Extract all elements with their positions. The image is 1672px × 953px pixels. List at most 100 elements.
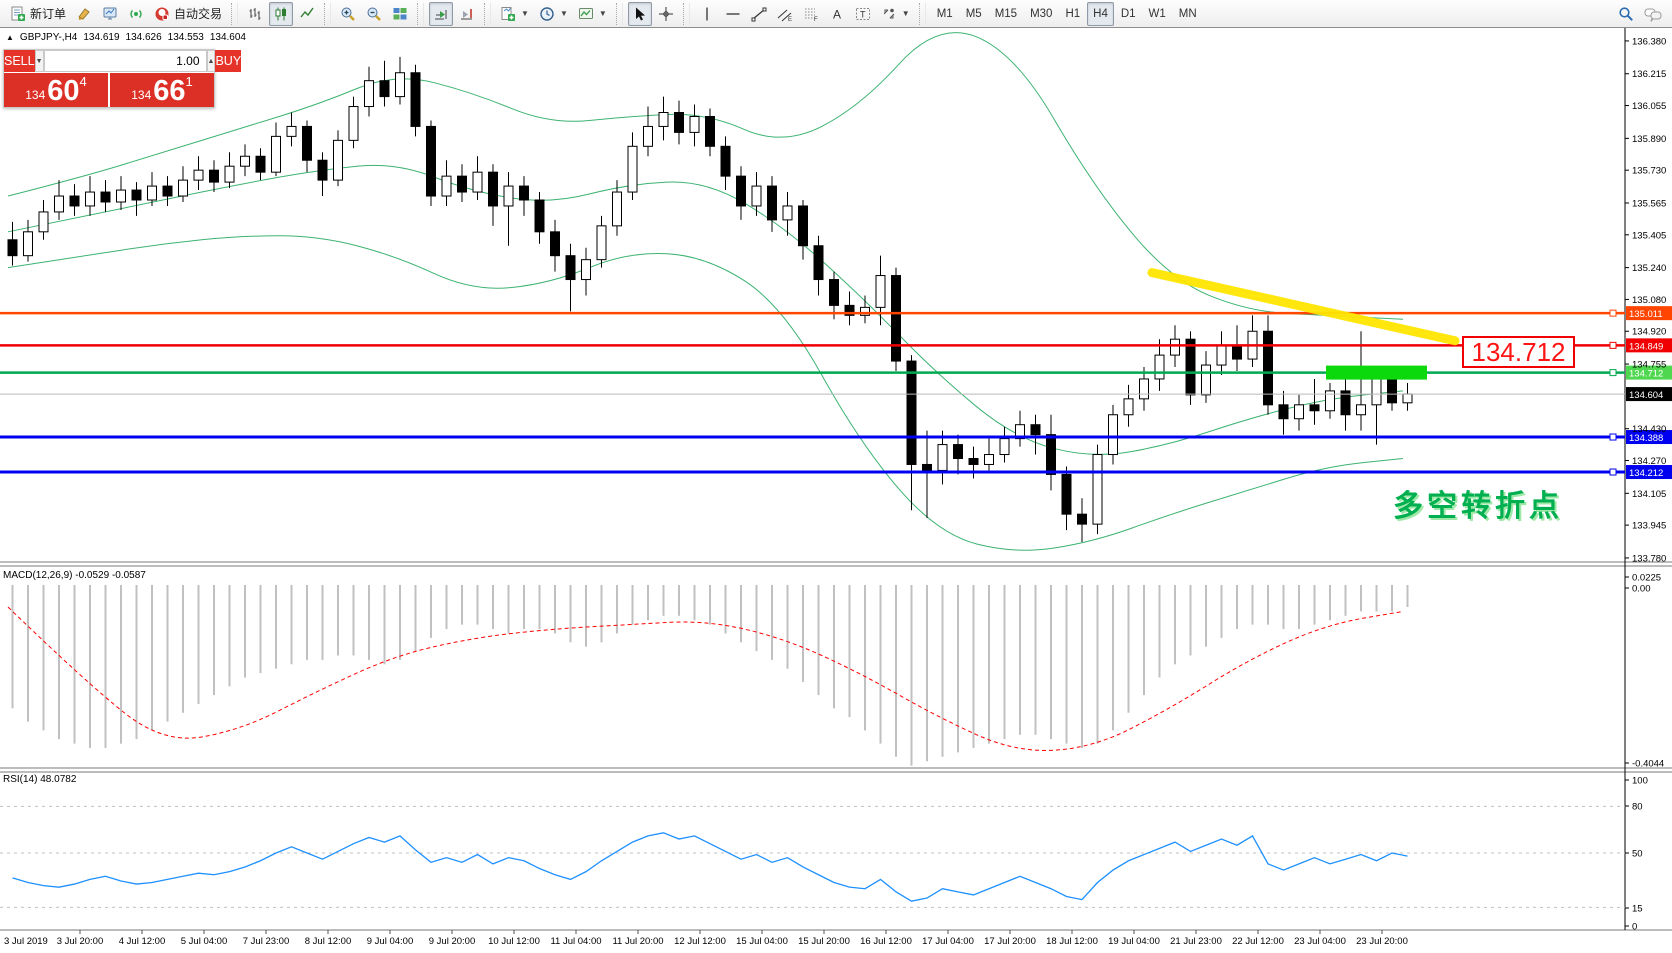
price-tag-label: 134.212	[1629, 468, 1663, 479]
price-tick-label: 134.105	[1632, 489, 1666, 500]
turning-point-annotation[interactable]: 多空转折点	[1393, 490, 1563, 523]
text-button[interactable]: A	[825, 2, 849, 26]
candlestick-button[interactable]	[269, 1, 294, 26]
new-chart-dropdown[interactable]: ▼	[496, 2, 533, 26]
candle-body	[286, 125, 297, 137]
candle-body	[1201, 364, 1211, 396]
period-dropdown[interactable]: ▼	[535, 2, 572, 26]
volume-input[interactable]	[43, 50, 207, 72]
candle-body	[379, 80, 390, 98]
arrows-dropdown[interactable]: ▼	[877, 2, 914, 26]
tf-button-M5[interactable]: M5	[965, 7, 982, 20]
auto-scroll-button[interactable]	[429, 1, 454, 26]
hline-endpoint-marker	[1609, 468, 1617, 476]
buy-price-prefix: 134	[131, 88, 152, 102]
time-label: 7 Jul 23:00	[243, 936, 289, 947]
price-chart[interactable]: 135.011 134.849 134.712 134.604 134.388 134.2…	[0, 28, 1672, 953]
text-label-icon: T	[855, 7, 870, 20]
volume-down-button[interactable]: ▼	[34, 50, 44, 72]
candle-body	[1139, 378, 1149, 400]
trendline-icon	[751, 7, 767, 21]
highlighter-button[interactable]	[72, 2, 96, 26]
terminal-button[interactable]	[98, 2, 122, 26]
bar-chart-icon	[249, 7, 261, 20]
candle-body	[782, 205, 793, 221]
template-dropdown[interactable]: ▼	[574, 2, 611, 26]
candle-body	[1387, 378, 1397, 404]
candle-body	[689, 115, 700, 133]
chevron-down-icon: ▼	[521, 9, 529, 18]
autotrading-label: 自动交易	[174, 7, 223, 21]
signals-button[interactable]	[124, 2, 148, 26]
time-label: 11 Jul 20:00	[612, 936, 663, 947]
symbol-name: GBPJPY-,H4	[19, 32, 78, 43]
clock-icon	[540, 6, 554, 21]
collapse-icon[interactable]: ▲	[6, 33, 14, 42]
buy-button[interactable]: BUY	[215, 50, 242, 72]
tile-windows-icon	[393, 7, 407, 19]
buy-price-pip: 1	[185, 74, 193, 89]
tf-button-H1[interactable]: H1	[1065, 7, 1081, 20]
tf-button-M30[interactable]: M30	[1030, 7, 1053, 20]
candle-body	[999, 438, 1010, 456]
candle-body	[813, 245, 824, 281]
candle-body	[85, 191, 95, 207]
candle-body	[348, 106, 359, 141]
sell-quote[interactable]: 134 60 4	[4, 73, 108, 107]
tf-button-W1[interactable]: W1	[1148, 7, 1166, 20]
chart-shift-button[interactable]	[455, 2, 479, 26]
chat-icon	[1644, 8, 1662, 22]
tf-button-M1[interactable]: M1	[936, 7, 953, 20]
time-label: 11 Jul 04:00	[550, 936, 601, 947]
tf-button-MN[interactable]: MN	[1178, 7, 1197, 20]
chart-shift-icon	[461, 8, 473, 19]
bar-chart-button[interactable]	[243, 2, 267, 26]
time-label: 3 Jul 20:00	[57, 936, 103, 947]
zoom-in-button[interactable]	[336, 2, 360, 26]
tf-button-M15[interactable]: M15	[994, 7, 1018, 20]
candle-body	[767, 185, 777, 221]
cursor-button[interactable]	[627, 1, 652, 26]
price-callout[interactable]: 134.712	[1462, 336, 1575, 368]
tf-button-D1[interactable]: D1	[1120, 7, 1136, 20]
new-chart-icon	[501, 6, 516, 21]
autotrading-button[interactable]: 自动交易	[150, 2, 226, 26]
fibonacci-icon: F	[804, 8, 818, 22]
new-order-label: 新订单	[30, 7, 67, 21]
chat-button[interactable]	[1640, 2, 1666, 26]
zoom-out-button[interactable]	[362, 2, 386, 26]
price-tag-label: 134.849	[1629, 341, 1663, 352]
horizontal-line-button[interactable]	[721, 2, 745, 26]
time-label: 19 Jul 04:00	[1108, 936, 1160, 947]
trendline-button[interactable]	[747, 2, 771, 26]
line-chart-icon	[300, 7, 314, 17]
new-order-button[interactable]: 新订单	[6, 2, 70, 26]
fibonacci-button[interactable]: F	[799, 2, 823, 26]
price-tag-label: 134.604	[1629, 390, 1663, 401]
macd-signal-line	[7, 606, 1404, 751]
search-button[interactable]	[1614, 2, 1638, 26]
sell-button[interactable]: SELL	[4, 50, 35, 72]
candle-body	[937, 444, 948, 471]
candle-body	[7, 239, 18, 257]
volume-up-button[interactable]: ▲	[206, 50, 216, 72]
candle-body	[240, 155, 250, 167]
price-tag-label: 134.712	[1629, 369, 1663, 380]
candle-body	[658, 112, 669, 127]
text-label-button[interactable]: T	[851, 2, 875, 26]
line-chart-button[interactable]	[295, 2, 319, 26]
tile-windows-button[interactable]	[388, 2, 412, 26]
vertical-line-button[interactable]	[695, 2, 719, 26]
price-tag	[1626, 430, 1672, 445]
tf-button-H4[interactable]: H4	[1087, 1, 1114, 26]
macd-label: MACD(12,26,9) -0.0529 -0.0587	[3, 570, 146, 581]
symbol-ohlc-bar: ▲ GBPJPY-,H4 134.619 134.626 134.553 134…	[6, 32, 246, 43]
rsi-axis-label: 50	[1632, 849, 1643, 860]
crosshair-button[interactable]	[654, 2, 678, 26]
equidistant-channel-button[interactable]: E	[773, 2, 797, 26]
candle-body	[1185, 338, 1196, 396]
buy-quote[interactable]: 134 66 1	[110, 73, 214, 107]
candle-body	[1263, 330, 1273, 406]
rsi-axis-label: 15	[1632, 904, 1643, 915]
